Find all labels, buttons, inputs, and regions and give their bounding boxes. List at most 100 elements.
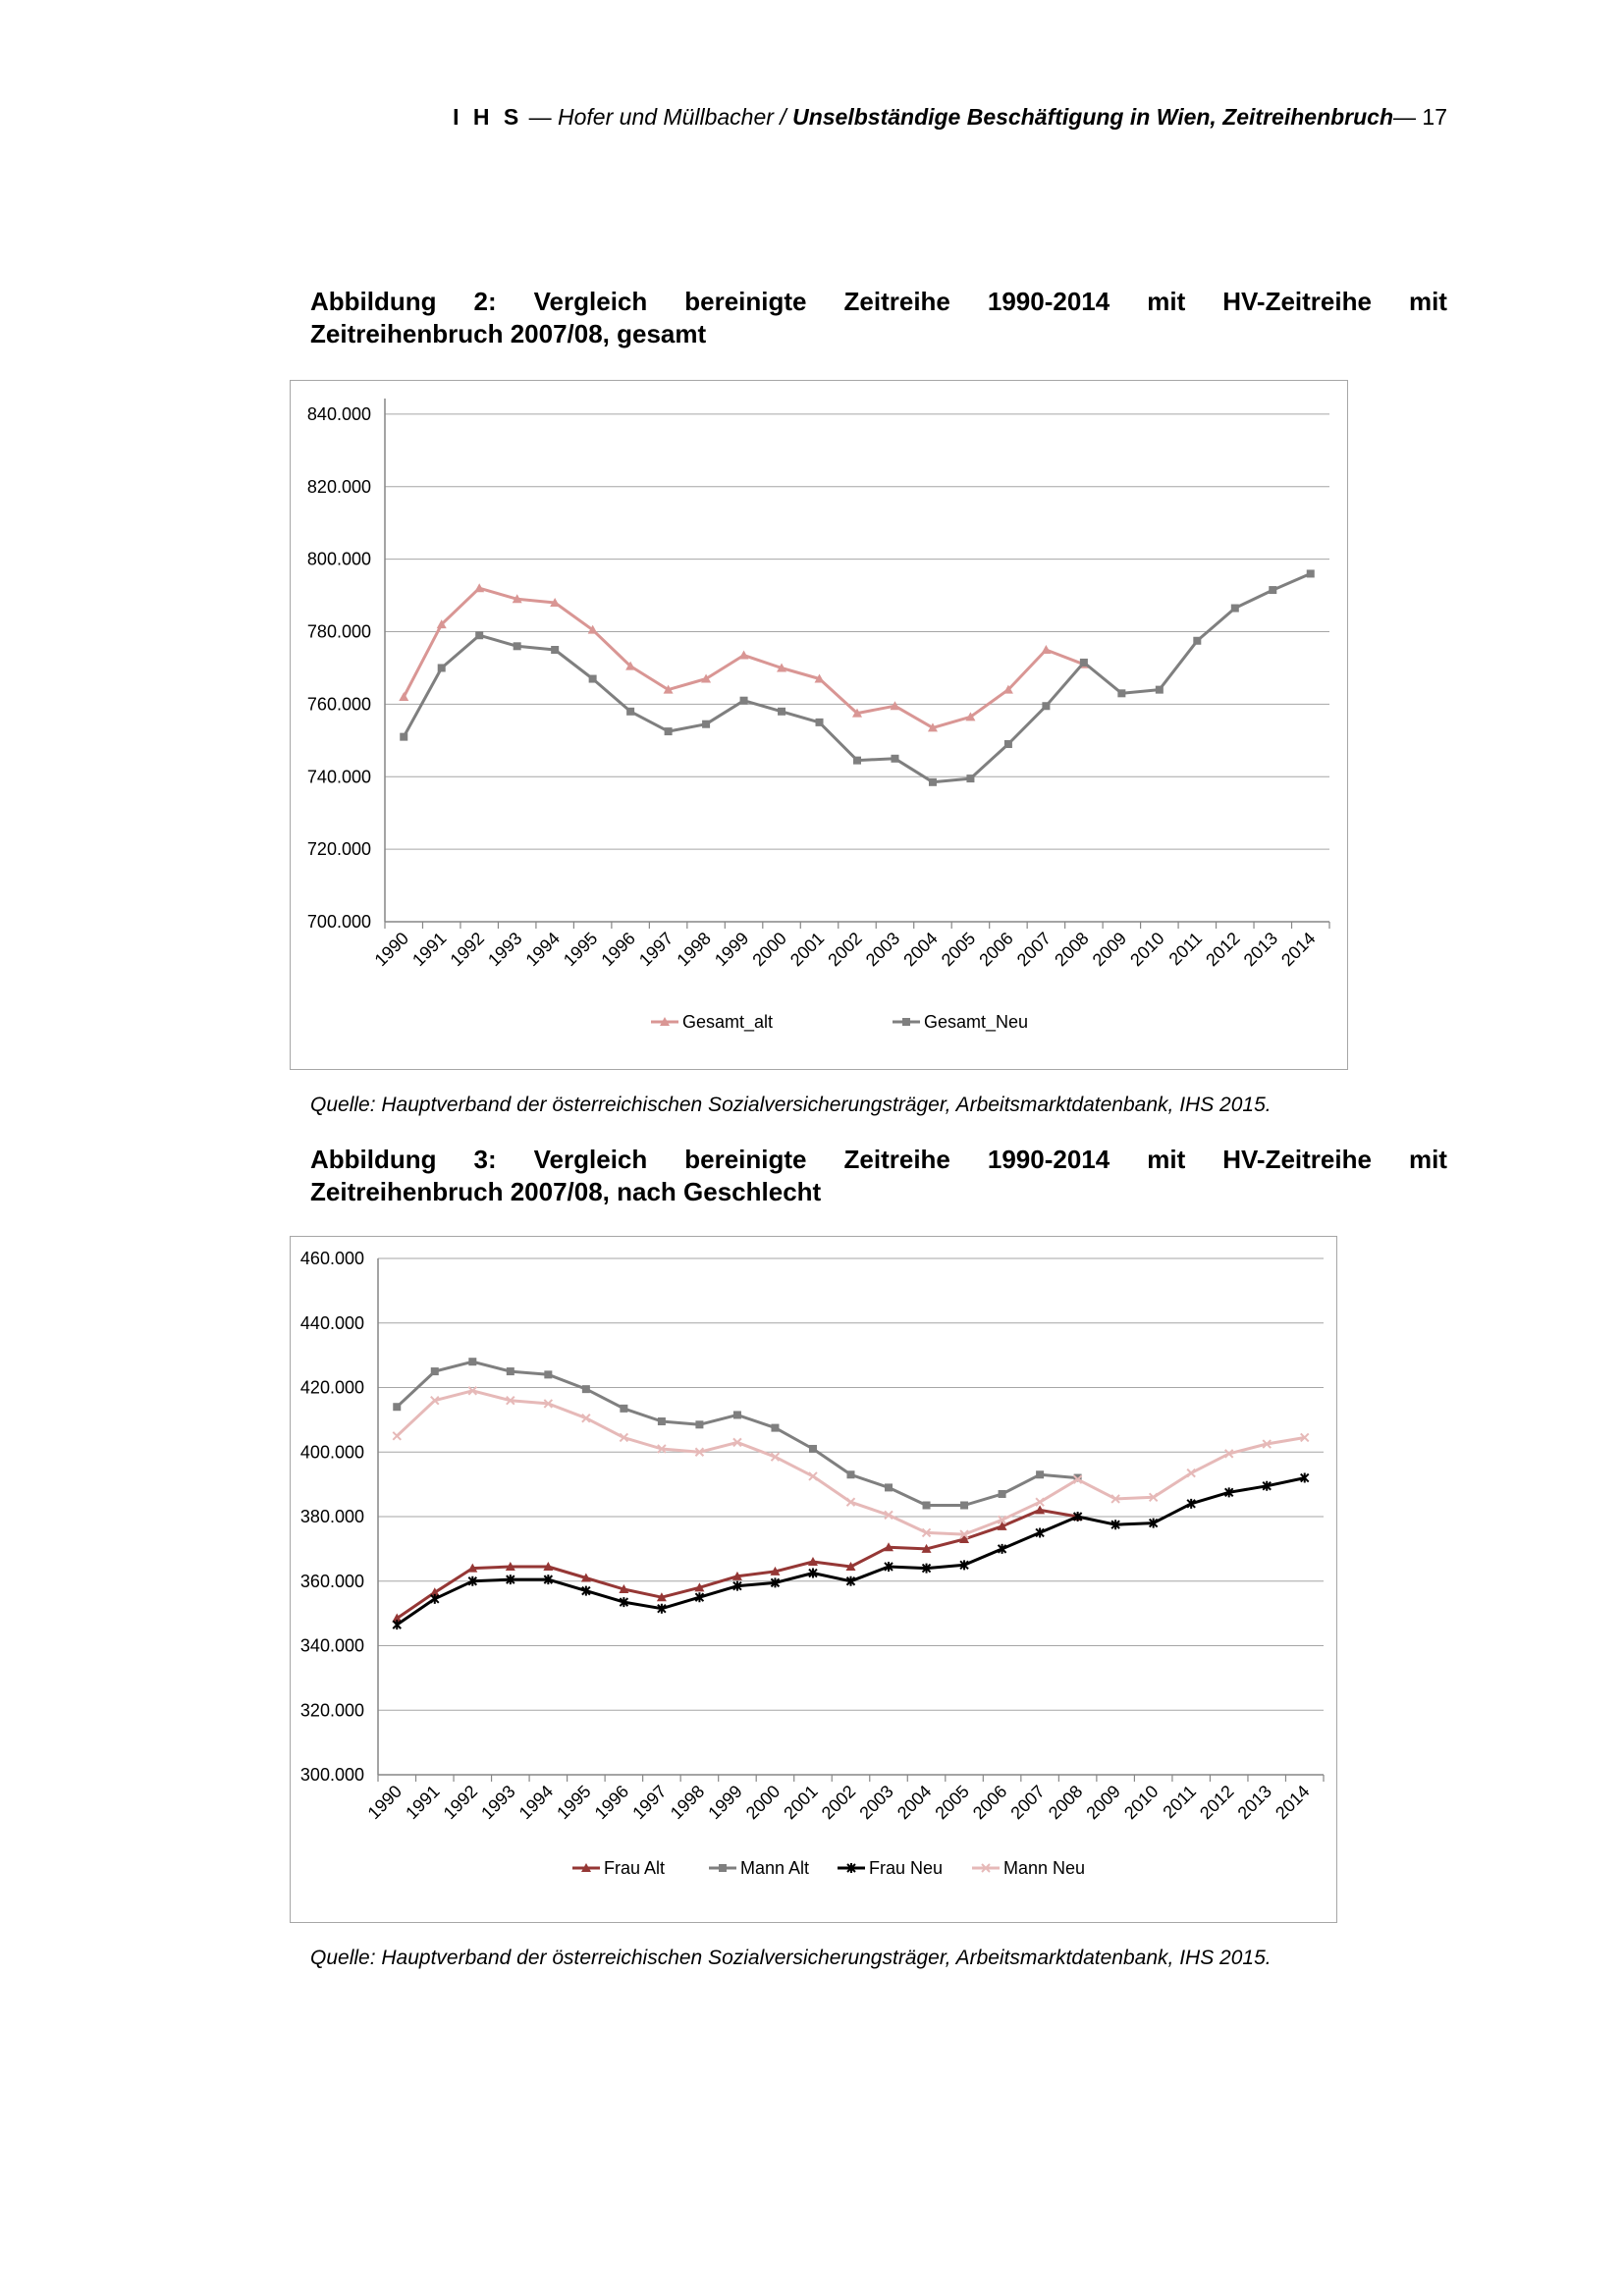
data-point [467, 1386, 478, 1396]
data-point [890, 701, 900, 711]
x-tick-label: 2001 [780, 1782, 821, 1823]
legend-label: Mann Alt [740, 1858, 809, 1878]
x-tick-label: 1999 [711, 929, 752, 970]
x-tick-label: 2012 [1196, 1782, 1237, 1823]
x-tick-label: 2008 [1045, 1782, 1086, 1823]
data-point [505, 1561, 515, 1571]
data-point [959, 1529, 969, 1539]
y-tick-label: 380.000 [300, 1507, 364, 1526]
x-tick-label: 1990 [364, 1782, 406, 1823]
x-tick-label: 2007 [1006, 1782, 1048, 1823]
x-tick-label: 2005 [938, 929, 979, 970]
figure2-source: Quelle: Hauptverband der österreichische… [310, 1094, 1272, 1116]
y-tick-label: 400.000 [300, 1442, 364, 1462]
x-tick-label: 1990 [371, 929, 412, 970]
figure3-title-word: HV-Zeitreihe [1222, 1145, 1372, 1174]
y-tick-label: 420.000 [300, 1378, 364, 1398]
chart2-nach-geschlecht: 300.000 320.000 340.000 360.000 380.000 400.0… [300, 1249, 1325, 1878]
data-point [1300, 1432, 1310, 1443]
legend-item: Gesamt_Neu [893, 1012, 1028, 1033]
figure2-title-line2: Zeitreihenbruch 2007/08, gesamt [310, 319, 707, 348]
x-tick-label: 2008 [1051, 929, 1092, 970]
series-mann-alt [393, 1358, 1082, 1510]
figure2-title-word: Vergleich [533, 287, 648, 316]
series-gesamt-alt [399, 583, 1089, 732]
x-tick-label: 2006 [975, 929, 1016, 970]
data-point [543, 1399, 554, 1409]
data-point [550, 597, 561, 607]
x-tick-label: 1991 [408, 929, 450, 970]
legend-item: Frau Neu [838, 1858, 943, 1878]
data-point [1003, 740, 1012, 749]
data-point [392, 1613, 403, 1623]
data-point [807, 1557, 818, 1567]
data-point [1148, 1518, 1159, 1528]
data-point [474, 583, 485, 593]
x-tick-label: 2014 [1272, 1782, 1313, 1823]
data-point [468, 1358, 477, 1366]
legend-item: Mann Alt [709, 1858, 809, 1878]
data-point [1041, 645, 1052, 654]
data-point [657, 1603, 667, 1614]
data-point [1230, 604, 1239, 613]
series-line [396, 1508, 1078, 1620]
data-point [959, 1560, 969, 1571]
data-point [701, 673, 712, 683]
legend-marker [581, 1863, 591, 1872]
data-point [1035, 1497, 1045, 1507]
data-point [1193, 636, 1202, 645]
data-point [1110, 1520, 1120, 1530]
data-point [808, 1444, 817, 1453]
chart1-gesamt: 700.000 720.000 740.000 760.000 780.000 800.0… [307, 399, 1330, 1033]
data-point [1155, 685, 1164, 694]
data-point [551, 646, 560, 654]
data-point [927, 722, 938, 732]
data-point [506, 1395, 515, 1406]
data-point [430, 1395, 440, 1406]
figure2-title-word: Abbildung [310, 287, 437, 316]
x-tick-label: 2013 [1240, 929, 1281, 970]
data-point [732, 1580, 742, 1591]
figure3-title-word: 1990-2014 [987, 1145, 1110, 1174]
y-tick-label: 460.000 [300, 1249, 364, 1268]
data-point [467, 1575, 478, 1586]
data-point [1042, 702, 1051, 711]
data-point [399, 692, 409, 702]
data-point [1186, 1498, 1196, 1509]
legend-marker [981, 1863, 991, 1873]
y-tick-label: 440.000 [300, 1313, 364, 1333]
x-tick-label: 1994 [522, 929, 564, 970]
figure2-title: Abbildung 2: Vergleich bereinigte Zeitre… [310, 286, 1447, 350]
x-tick-label: 2003 [862, 929, 903, 970]
data-point [1269, 586, 1277, 595]
data-point [884, 1510, 893, 1521]
figure2-title-word: mit [1408, 287, 1447, 316]
figure3-title-word: 3: [473, 1145, 497, 1174]
legend-marker [660, 1017, 670, 1026]
data-point [921, 1527, 932, 1538]
data-point [1117, 689, 1126, 698]
series-frau-alt [392, 1505, 1083, 1623]
data-point [997, 1521, 1007, 1530]
data-point [846, 1470, 855, 1479]
figure3-title-word: Abbildung [310, 1145, 437, 1174]
data-point [770, 1566, 781, 1575]
data-point [732, 1411, 741, 1419]
x-tick-label: 2013 [1234, 1782, 1275, 1823]
y-tick-label: 320.000 [300, 1700, 364, 1720]
x-tick-label: 2002 [824, 929, 865, 970]
data-point [808, 1568, 818, 1578]
figure2-title-word: 2: [473, 287, 497, 316]
data-point [1002, 684, 1013, 694]
data-point [998, 1489, 1006, 1498]
x-tick-label: 2000 [748, 929, 789, 970]
data-point [657, 1417, 666, 1426]
data-point [739, 696, 748, 705]
x-tick-label: 1996 [591, 1782, 632, 1823]
data-point [1072, 1512, 1083, 1522]
data-point [506, 1367, 514, 1376]
data-point [436, 619, 447, 629]
data-point [808, 1471, 818, 1481]
figure3-title-word: Zeitreihe [843, 1145, 950, 1174]
data-point [543, 1575, 554, 1585]
